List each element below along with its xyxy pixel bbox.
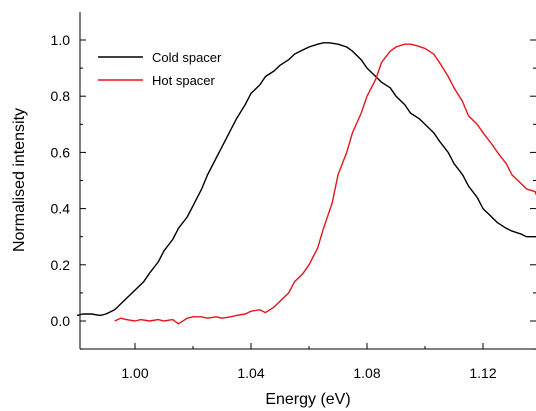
right-axis-ticks: [530, 39, 536, 350]
legend-label-hot: Hot spacer: [152, 73, 216, 88]
y-tick-label: 0.6: [51, 144, 71, 160]
legend: Cold spacer Hot spacer: [98, 50, 222, 88]
plot-frame: [79, 12, 536, 350]
legend-label-cold: Cold spacer: [152, 50, 222, 65]
x-axis-title: Energy (eV): [265, 391, 350, 408]
x-axis-ticks: 1.00 1.04 1.08 1.12: [121, 343, 497, 381]
x-tick-label: 1.12: [469, 365, 496, 381]
x-tick-label: 1.00: [121, 365, 148, 381]
x-tick-label: 1.08: [353, 365, 380, 381]
series-layer: [76, 42, 536, 325]
y-tick-label: 0.8: [51, 88, 71, 104]
x-tick-label: 1.04: [237, 365, 264, 381]
y-axis-title: Normalised intensity: [11, 108, 28, 252]
y-axis-ticks: 0.0 0.2 0.4 0.6 0.8 1.0: [51, 32, 86, 350]
y-tick-label: 0.0: [51, 313, 71, 329]
y-tick-label: 1.0: [51, 32, 71, 48]
y-tick-label: 0.4: [51, 201, 71, 217]
series-line-cold-spacer: [76, 42, 536, 317]
series-line-hot-spacer: [114, 43, 536, 325]
y-tick-label: 0.2: [51, 257, 71, 273]
